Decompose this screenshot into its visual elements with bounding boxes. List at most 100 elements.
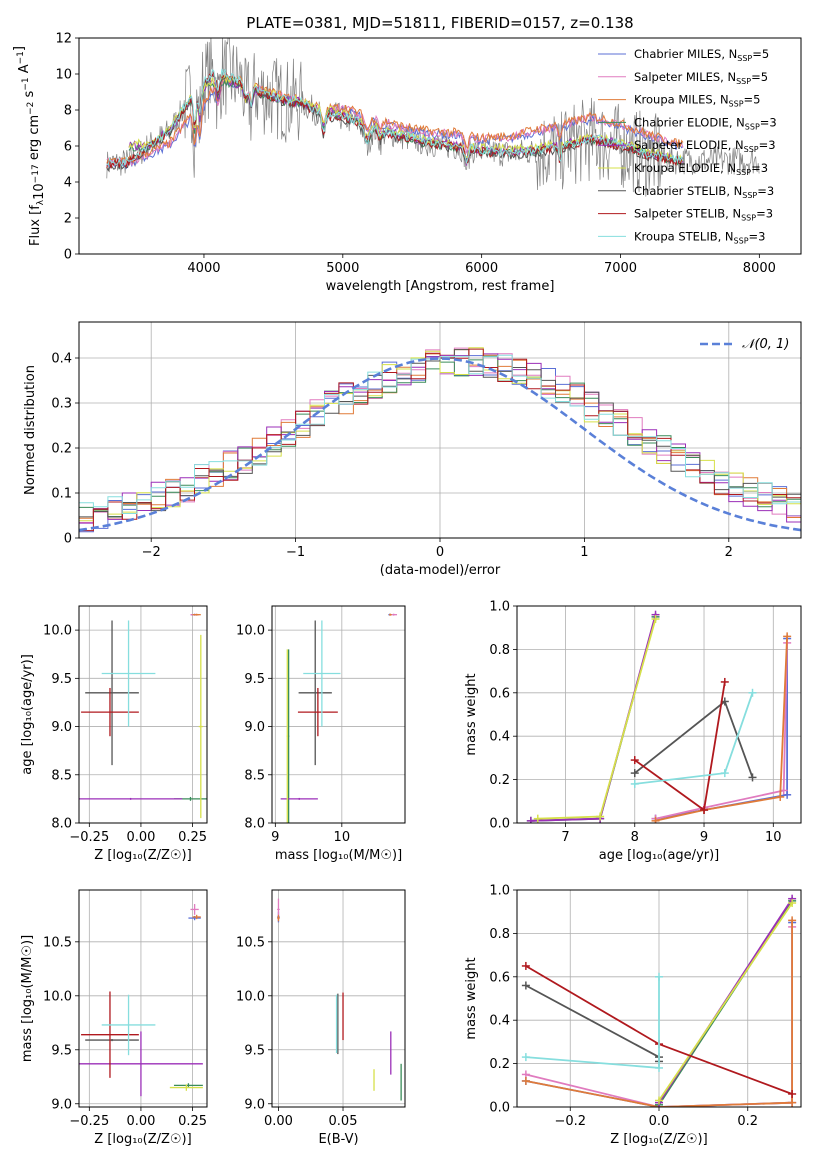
y-tick-label: 9.5 [244,672,265,687]
figure-title: PLATE=0381, MJD=51811, FIBERID=0157, z=0… [246,14,633,32]
weight-lines [521,894,797,1107]
y-tick-label: 0.0 [489,1101,510,1116]
y-tick-label: 1.0 [489,884,510,899]
x-tick-label: −0.25 [69,1114,109,1129]
y-tick-label: 10.0 [236,989,265,1004]
x-tick-label: 7000 [604,261,637,276]
label-part: erg cm [27,115,42,164]
legend-text: =5 [752,47,769,61]
label-part: −1 [21,77,31,90]
legend-sub: SSP [736,168,751,177]
weight-lines [526,610,792,823]
x-axis-label: age [log₁₀(age/yr)] [599,848,720,863]
legend-label: Salpeter ELODIE, NSSP=3 [634,138,776,154]
label-part: Flux [f [28,205,43,246]
legend-label: Chabrier STELIB, NSSP=3 [634,184,774,200]
histogram-series [79,355,801,517]
y-tick-label: 0.8 [489,927,510,942]
legend-sub: SSP [737,54,752,63]
x-tick-label: 0.25 [178,830,207,845]
weight-series [525,976,660,1069]
x-axis-label: Z [log₁₀(Z/Z☉)] [94,848,191,863]
histogram-series [79,347,801,523]
legend-text: Kroupa MILES, N [634,93,729,107]
weight-series [634,681,726,812]
legend-sub: SSP [745,122,760,131]
legend-text: =3 [757,184,774,198]
x-tick-label: 0.00 [126,1114,155,1129]
legend-text: Kroupa ELODIE, N [634,161,736,175]
label-part: s [22,90,37,101]
label-part: ] [12,46,27,51]
weight-series [525,984,660,1062]
legend-label: Chabrier ELODIE, NSSP=3 [634,115,777,131]
weight-series [530,614,657,822]
y-tick-label: 10 [55,68,72,83]
ebv-mass-panel: 0.00 0.05 9.0 9.5 10.0 10.5 E(B-V) [236,889,406,1147]
legend-label: 𝒩(0, 1) [742,337,789,352]
x-tick-label: 9 [700,830,708,845]
y-tick-label: 9.5 [51,672,72,687]
x-axis-label: (data-model)/error [380,563,501,578]
x-tick-label: 1 [580,545,588,560]
legend-text: =3 [760,115,777,129]
x-tick-label: −2 [142,545,161,560]
y-tick-label: 8.0 [51,817,72,832]
legend-text: Salpeter ELODIE, N [634,138,744,152]
weight-series [530,616,657,822]
points [79,613,207,819]
x-tick-label: −0.25 [69,830,109,845]
x-tick-label: 0.00 [264,1114,293,1129]
x-tick-label: −0.2 [554,1114,586,1129]
y-axis-label: Normed distribution [23,365,38,495]
x-tick-label: 0.0 [649,1114,670,1129]
x-tick-label: 9 [271,830,279,845]
x-tick-label: 6000 [465,261,498,276]
axes-frame [78,37,802,255]
y-tick-label: 10.0 [43,624,72,639]
y-tick-label: 0.8 [489,643,510,658]
x-tick-label: 10 [765,830,782,845]
legend-text: =3 [749,229,766,243]
weight-series [537,618,657,820]
age-weight-panel: 7 8 9 10 0.0 0.2 0.4 0.6 0.8 1.0 age [log₁₀(age/yr… [464,600,802,863]
y-tick-label: 0.2 [489,773,510,788]
legend-label: Kroupa MILES, NSSP=5 [634,93,760,109]
x-tick-label: 0.2 [737,1114,758,1129]
axes-frame [516,605,802,824]
histogram-series [79,354,801,514]
legend-sub: SSP [744,145,759,154]
x-tick-label: 0 [436,545,444,560]
spectrum-lines [106,38,760,197]
legend-text: Salpeter STELIB, N [634,207,741,221]
label-part: −2 [26,102,36,115]
y-tick-label: 9.0 [51,1097,72,1112]
legend-text: Chabrier STELIB, N [634,184,742,198]
y-tick-label: 9.5 [244,1043,265,1058]
y-tick-label: 9.0 [244,1097,265,1112]
y-tick-label: 10.0 [236,624,265,639]
x-tick-label: 5000 [326,261,359,276]
mass-age-panel: 9 10 8.0 8.5 9.0 9.5 10.0 mass [log₁₀(M/M☉)] [236,605,406,863]
histogram-series [79,349,801,520]
x-tick-label: 0.25 [178,1114,207,1129]
x-axis-label: E(B-V) [318,1132,358,1147]
y-axis-label: Flux [fλ10−17 erg cm−2 s−1 A−1] [12,46,47,246]
y-axis-label: mass [log₁₀(M/M☉)] [20,935,35,1062]
x-tick-label: 8000 [743,261,776,276]
model-spectrum [106,68,684,168]
y-tick-label: 10.5 [236,935,265,950]
y-tick-label: 9.0 [244,720,265,735]
y-axis-label: mass weight [464,673,479,755]
axes-frame [78,605,208,824]
y-tick-label: 9.5 [51,1043,72,1058]
points [277,898,402,1101]
legend-text: =5 [751,70,768,84]
x-axis-label: Z [log₁₀(Z/Z☉)] [610,1132,707,1147]
legend-sub: SSP [729,100,744,109]
axes-frame [78,889,208,1108]
z-age-panel: −0.25 0.00 0.25 8.0 8.5 9.0 9.5 10.0 Z [log₁₀(Z/… [20,605,208,863]
legend-text: Chabrier MILES, N [634,47,737,61]
z-weight-panel: −0.2 0.0 0.2 0.0 0.2 0.4 0.6 0.8 1.0 Z [log₁₀(Z/Z… [464,884,802,1147]
